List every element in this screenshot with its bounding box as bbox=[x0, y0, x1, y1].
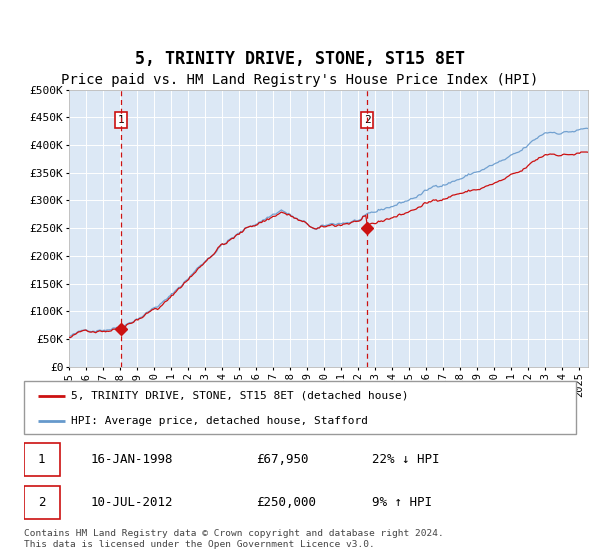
Text: 9% ↑ HPI: 9% ↑ HPI bbox=[372, 496, 432, 509]
Text: 16-JAN-1998: 16-JAN-1998 bbox=[90, 453, 173, 466]
Text: Contains HM Land Registry data © Crown copyright and database right 2024.
This d: Contains HM Land Registry data © Crown c… bbox=[24, 529, 444, 549]
Text: 22% ↓ HPI: 22% ↓ HPI bbox=[372, 453, 439, 466]
Text: £67,950: £67,950 bbox=[256, 453, 308, 466]
Text: 5, TRINITY DRIVE, STONE, ST15 8ET (detached house): 5, TRINITY DRIVE, STONE, ST15 8ET (detac… bbox=[71, 391, 409, 401]
FancyBboxPatch shape bbox=[24, 486, 60, 519]
Text: 2: 2 bbox=[364, 115, 371, 125]
Text: 10-JUL-2012: 10-JUL-2012 bbox=[90, 496, 173, 509]
Text: 5, TRINITY DRIVE, STONE, ST15 8ET: 5, TRINITY DRIVE, STONE, ST15 8ET bbox=[135, 50, 465, 68]
FancyBboxPatch shape bbox=[24, 443, 60, 476]
Text: 2: 2 bbox=[38, 496, 46, 509]
Text: Price paid vs. HM Land Registry's House Price Index (HPI): Price paid vs. HM Land Registry's House … bbox=[61, 72, 539, 86]
Text: 1: 1 bbox=[118, 115, 124, 125]
Text: 1: 1 bbox=[38, 453, 46, 466]
Text: HPI: Average price, detached house, Stafford: HPI: Average price, detached house, Staf… bbox=[71, 416, 368, 426]
FancyBboxPatch shape bbox=[24, 381, 576, 434]
Text: £250,000: £250,000 bbox=[256, 496, 316, 509]
